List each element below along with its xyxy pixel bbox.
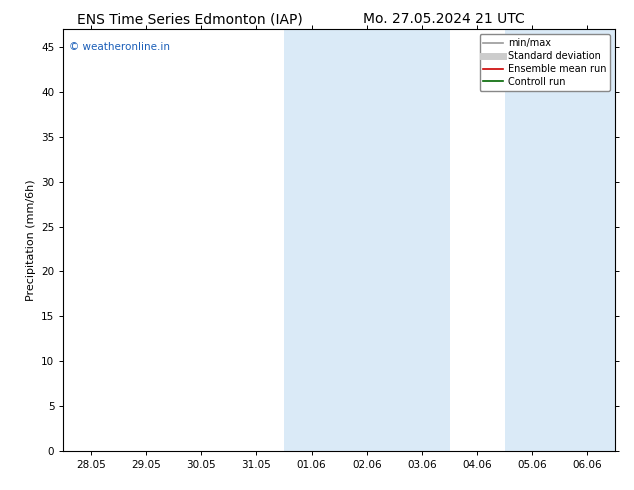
Bar (339, 29, 450, 451)
Bar (284, 29, 339, 451)
Y-axis label: Precipitation (mm/6h): Precipitation (mm/6h) (25, 179, 36, 301)
Text: © weatheronline.in: © weatheronline.in (69, 42, 170, 52)
Text: ENS Time Series Edmonton (IAP): ENS Time Series Edmonton (IAP) (77, 12, 303, 26)
Text: Mo. 27.05.2024 21 UTC: Mo. 27.05.2024 21 UTC (363, 12, 525, 26)
Bar (505, 29, 560, 451)
Bar (560, 29, 615, 451)
Legend: min/max, Standard deviation, Ensemble mean run, Controll run: min/max, Standard deviation, Ensemble me… (479, 34, 610, 91)
